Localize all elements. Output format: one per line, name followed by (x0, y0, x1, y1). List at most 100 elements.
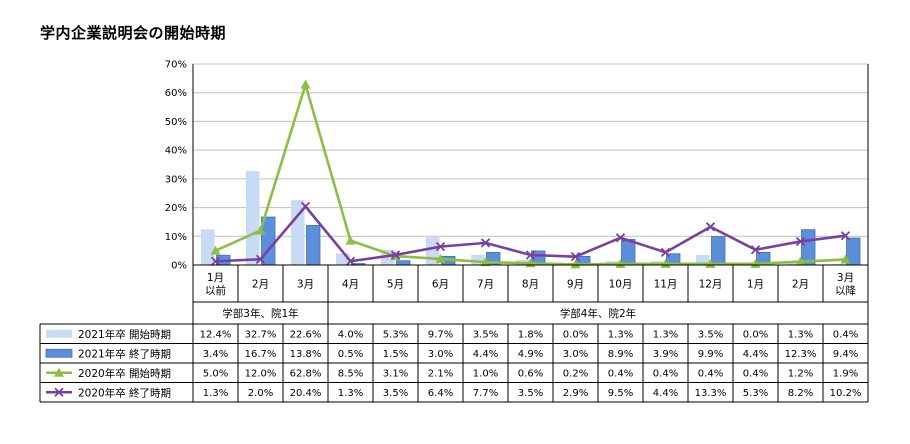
y-tick-label: 50% (165, 117, 187, 128)
data-label: 8.9% (608, 349, 633, 360)
line-marker (345, 235, 356, 245)
category-label: 8月 (522, 279, 539, 291)
data-label: 4.0% (338, 329, 363, 340)
line-marker (390, 250, 401, 260)
category-label: 9月 (567, 279, 584, 291)
y-tick-label: 60% (165, 88, 187, 99)
line-marker (300, 201, 311, 212)
data-label: 4.4% (653, 388, 678, 399)
bar (246, 171, 260, 265)
data-label: 1.3% (788, 329, 813, 340)
legend-label: 2020年卒 開始時期 (78, 367, 171, 380)
category-label: 7月 (477, 279, 494, 291)
data-label: 12.3% (785, 349, 817, 360)
y-tick-label: 20% (165, 203, 187, 214)
line-marker (705, 258, 716, 268)
line-marker (615, 258, 626, 268)
data-label: 13.8% (290, 349, 322, 360)
category-label: 1月 (207, 272, 224, 284)
category-label: 1月 (747, 279, 764, 291)
data-label: 0.4% (743, 368, 768, 379)
data-label: 9.4% (833, 349, 858, 360)
data-label: 3.0% (563, 349, 588, 360)
line-marker (255, 254, 266, 264)
category-label: 以前 (205, 284, 226, 297)
line-marker (435, 253, 446, 263)
data-label: 3.5% (383, 388, 408, 399)
data-label: 1.8% (518, 329, 543, 340)
data-label: 0.4% (608, 368, 633, 379)
data-label: 1.0% (473, 368, 498, 379)
data-label: 10.2% (830, 388, 862, 399)
data-label: 4.4% (473, 349, 498, 360)
data-label: 22.6% (290, 329, 322, 340)
data-label: 8.2% (788, 388, 813, 399)
line-marker (795, 236, 806, 247)
y-tick-label: 40% (165, 146, 187, 157)
line-marker (750, 245, 761, 255)
category-label: 12月 (699, 279, 723, 291)
data-label: 0.4% (653, 368, 678, 379)
bar (696, 254, 710, 265)
data-label: 9.5% (608, 388, 633, 399)
bar (306, 224, 321, 266)
data-label: 1.3% (653, 329, 678, 340)
line-marker (480, 257, 491, 267)
data-label: 3.4% (203, 349, 228, 360)
line-marker (660, 247, 671, 258)
y-tick-label: 10% (165, 232, 187, 243)
data-label: 0.0% (563, 329, 588, 340)
data-label: 16.7% (245, 349, 277, 360)
data-label: 1.3% (203, 388, 228, 399)
y-tick-labels: 0% 10% 20% 30% 40% 50% 60% 70% (165, 60, 187, 272)
category-label: 2月 (792, 279, 809, 291)
y-tick-label: 0% (171, 261, 187, 272)
data-label: 4.4% (743, 349, 768, 360)
data-label: 12.4% (200, 329, 232, 340)
chart-title: 学内企業説明会の開始時期 (40, 24, 227, 42)
line-marker (210, 245, 221, 255)
line-marker (345, 256, 356, 266)
data-label: 2.0% (248, 388, 273, 399)
data-label: 0.4% (698, 368, 723, 379)
data-label: 0.0% (743, 329, 768, 340)
data-label: 4.9% (518, 349, 543, 360)
data-label: 6.4% (428, 388, 453, 399)
bar (336, 253, 350, 265)
line-marker (435, 241, 446, 252)
bar (201, 229, 215, 265)
data-label: 20.4% (290, 388, 322, 399)
data-label: 0.5% (338, 349, 363, 360)
line-marker (480, 238, 491, 248)
data-label: 0.2% (563, 368, 588, 379)
legend-key (46, 329, 72, 338)
data-label: 3.9% (653, 349, 678, 360)
data-label: 1.2% (788, 368, 813, 379)
y-tick-label: 70% (165, 60, 187, 71)
line-marker (660, 258, 671, 268)
data-label: 0.6% (518, 368, 543, 379)
data-label: 12.0% (245, 368, 277, 379)
data-label: 1.5% (383, 349, 408, 360)
data-label: 1.3% (608, 329, 633, 340)
line-marker (840, 254, 851, 264)
data-label: 5.0% (203, 368, 228, 379)
category-label: 10月 (609, 279, 633, 291)
group-label: 学部4年、院2年 (560, 307, 636, 320)
bar (711, 236, 726, 266)
data-label: 9.7% (428, 329, 453, 340)
category-label: 3月 (297, 279, 314, 291)
bars (201, 171, 861, 266)
bar (831, 263, 845, 265)
bar (621, 239, 636, 266)
bar (471, 254, 485, 265)
data-label: 1.3% (338, 388, 363, 399)
category-label: 4月 (342, 279, 359, 291)
category-label: 11月 (654, 279, 678, 291)
legend-label: 2021年卒 終了時期 (78, 347, 171, 360)
category-label: 5月 (387, 279, 404, 291)
data-label: 1.9% (833, 368, 858, 379)
y-tick-label: 30% (165, 174, 187, 185)
line-marker (570, 252, 581, 262)
